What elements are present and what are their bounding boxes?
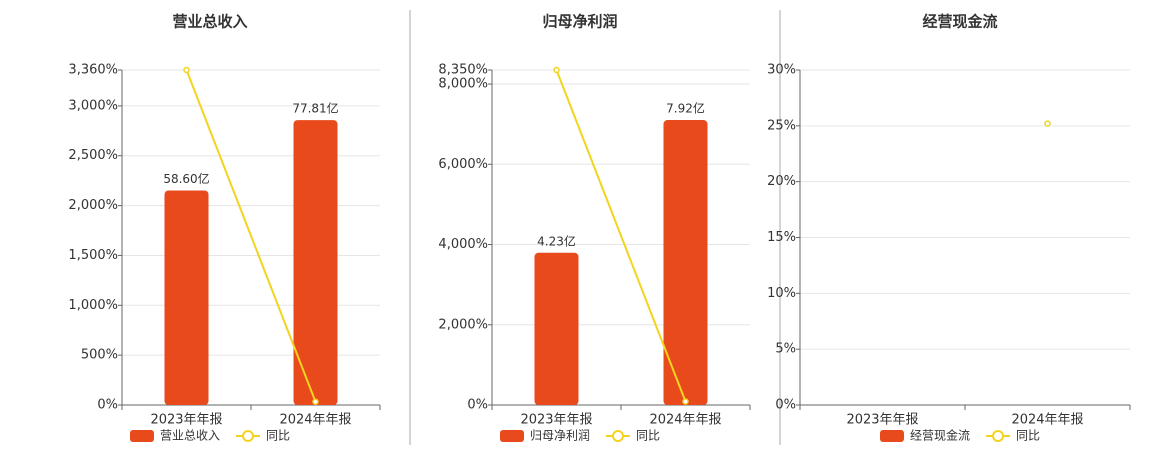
bar <box>293 120 338 405</box>
value-label: 4.23亿 <box>537 233 576 248</box>
x-tick-label: 2023年年报 <box>846 413 918 428</box>
value-label: 58.60亿 <box>163 171 209 186</box>
legend-label: 同比 <box>636 429 660 443</box>
y-tick-label: 0% <box>467 398 488 413</box>
value-label: 77.81亿 <box>292 101 338 116</box>
point <box>312 398 319 405</box>
point <box>183 66 190 74</box>
legend-label: 同比 <box>1016 429 1040 443</box>
x-tick-label: 2024年年报 <box>1011 413 1083 428</box>
chart-title: 营业总收入 <box>172 13 247 31</box>
point <box>553 66 560 74</box>
y-tick-label: 0% <box>775 398 796 413</box>
line <box>185 69 317 403</box>
legend-label: 同比 <box>266 429 290 443</box>
y-tick-label: 3,000% <box>68 98 118 113</box>
legend-swatch <box>612 430 624 442</box>
x-tick-label: 2023年年报 <box>150 413 222 428</box>
y-tick-label: 20% <box>767 174 796 189</box>
legend-label: 经营现金流 <box>910 428 970 443</box>
legend-label: 营业总收入 <box>160 429 220 443</box>
legend-swatch <box>992 430 1004 442</box>
y-tick-label: 0% <box>97 398 118 413</box>
bar <box>534 252 579 405</box>
point <box>682 398 689 405</box>
y-tick-label: 10% <box>767 286 796 301</box>
bar <box>663 120 708 405</box>
legend-swatch <box>879 430 904 442</box>
y-tick-label: 8,350% <box>438 63 488 78</box>
legend-swatch <box>499 430 524 442</box>
x-tick-label: 2024年年报 <box>649 413 721 428</box>
y-tick-label: 2,000% <box>438 317 488 332</box>
y-tick-label: 1,000% <box>68 298 118 313</box>
legend-swatch <box>242 430 254 442</box>
y-tick-label: 30% <box>767 63 796 78</box>
legend-swatch <box>129 430 154 442</box>
legend-label: 归母净利润 <box>530 429 590 443</box>
bar <box>164 190 209 405</box>
y-tick-label: 4,000% <box>438 237 488 252</box>
y-tick-label: 2,000% <box>68 198 118 213</box>
point <box>1044 120 1051 127</box>
value-label: 7.92亿 <box>666 101 705 116</box>
line <box>555 69 687 402</box>
x-tick-label: 2024年年报 <box>279 413 351 428</box>
y-tick-label: 5% <box>775 342 796 357</box>
x-tick-label: 2023年年报 <box>520 413 592 428</box>
y-tick-label: 6,000% <box>438 157 488 172</box>
y-tick-label: 500% <box>81 348 118 363</box>
y-tick-label: 25% <box>767 118 796 133</box>
y-tick-label: 15% <box>767 230 796 245</box>
y-tick-label: 1,500% <box>68 248 118 263</box>
y-tick-label: 2,500% <box>68 148 118 163</box>
chart-title: 经营现金流 <box>922 13 997 31</box>
y-tick-label: 8,000% <box>438 77 488 92</box>
y-tick-label: 3,360% <box>68 63 118 78</box>
chart-title: 归母净利润 <box>542 13 617 31</box>
